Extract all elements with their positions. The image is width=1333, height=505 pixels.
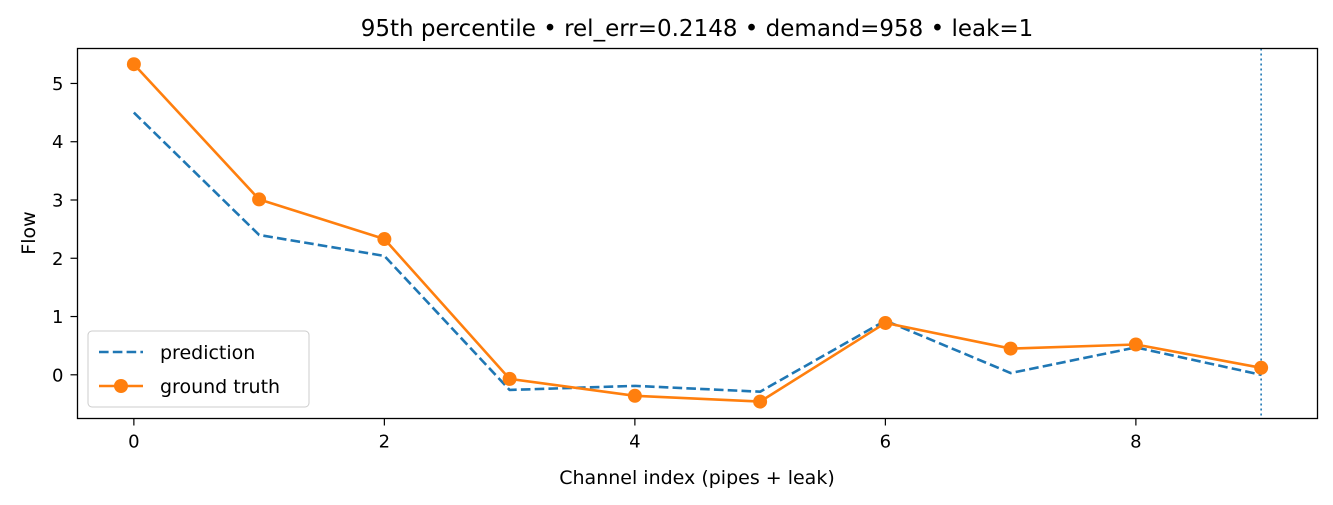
y-tick-label: 0	[52, 365, 63, 386]
data-point	[753, 394, 768, 409]
series-line-1	[132, 63, 1262, 403]
legend-ground-truth-label: ground truth	[160, 376, 280, 398]
data-point	[878, 315, 893, 330]
series-line-0	[132, 111, 1262, 394]
data-point	[502, 371, 517, 386]
legend-box	[87, 330, 310, 408]
y-tick-label: 5	[52, 74, 63, 95]
x-tick-label: 2	[379, 432, 390, 453]
x-tick-label: 0	[128, 432, 139, 453]
y-tick-label: 3	[52, 190, 63, 211]
data-point	[126, 57, 141, 72]
x-tick-label: 4	[629, 432, 640, 453]
legend: prediction ground truth	[87, 330, 310, 408]
y-tick-label: 2	[52, 249, 63, 270]
plot-area	[126, 48, 1269, 419]
y-axis-ticks: 0 1 2 3 4 5	[52, 74, 78, 386]
data-point	[1254, 360, 1269, 375]
legend-ground-truth-marker	[114, 379, 128, 393]
data-point	[377, 232, 392, 247]
y-axis-label: Flow	[18, 211, 40, 254]
x-axis-label: Channel index (pipes + leak)	[559, 467, 835, 489]
x-tick-label: 6	[880, 432, 891, 453]
y-tick-label: 4	[52, 132, 63, 153]
x-axis-ticks: 0 2 4 6 8	[128, 418, 1142, 453]
chart-title: 95th percentile • rel_err=0.2148 • deman…	[361, 16, 1034, 42]
y-tick-label: 1	[52, 307, 63, 328]
data-point	[1128, 337, 1143, 352]
plot-frame	[76, 47, 1319, 420]
x-tick-label: 8	[1130, 432, 1141, 453]
legend-prediction-label: prediction	[160, 342, 255, 364]
data-point	[627, 388, 642, 403]
data-point	[252, 192, 267, 207]
data-point	[1003, 341, 1018, 356]
